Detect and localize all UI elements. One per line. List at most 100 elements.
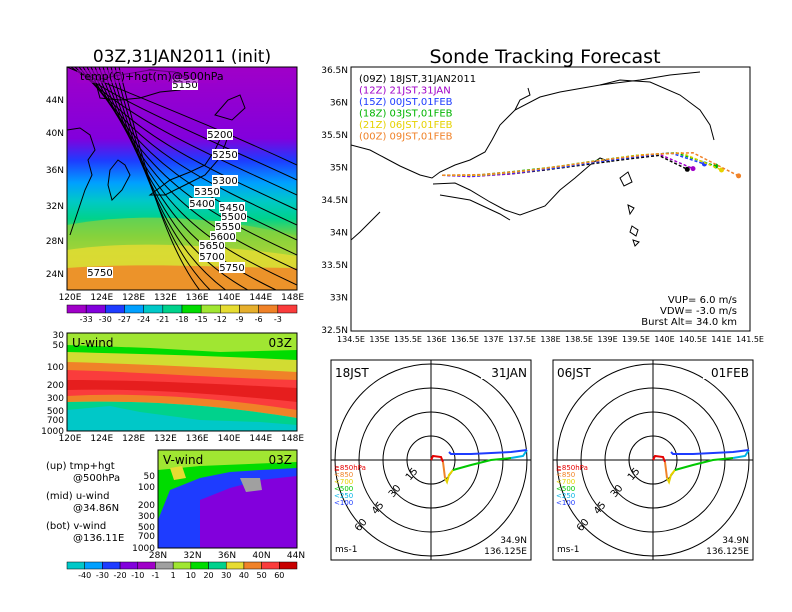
colorbar-label: -21: [156, 315, 169, 324]
colorbar-swatch: [243, 561, 262, 570]
note-line1: (mid) u-wind: [46, 491, 109, 502]
contour-label: 5650: [199, 241, 224, 252]
legend-entry: (12Z) 21JST,31JAN: [359, 86, 451, 97]
contour-label-bg: [212, 175, 238, 186]
height-contour: [94, 67, 297, 271]
hodograph-segment: [652, 454, 666, 463]
colorbar-swatch: [143, 304, 164, 314]
colorbar-label: -30: [99, 315, 112, 324]
colorbar-swatch: [102, 561, 121, 570]
lon-tick-label: 136E: [426, 335, 446, 344]
contour-label: 5250: [212, 150, 237, 161]
lon-tick-label: 120E: [59, 434, 82, 444]
label-bg: [703, 365, 751, 379]
polar-lon: 136.125E: [484, 547, 527, 557]
contour-label: 5750: [87, 268, 112, 279]
track-title: Sonde Tracking Forecast: [429, 46, 660, 68]
pressure-tick-label: 700: [138, 532, 155, 542]
left-title: 03Z,31JAN2011 (init): [93, 47, 271, 67]
colorbar-swatch: [277, 304, 298, 314]
colorbar-swatch: [261, 561, 280, 570]
landing-point: [684, 166, 690, 172]
lat-tick-label: 28N: [149, 551, 167, 561]
colorbar-label: 1: [171, 571, 176, 580]
colorbar-label: -3: [274, 315, 282, 324]
label-bg: [332, 365, 377, 379]
uwind-time: 03Z: [269, 336, 293, 350]
contour-label: 5200: [207, 130, 232, 141]
legend-entry: (18Z) 03JST,01FEB: [359, 109, 453, 120]
param-text: VUP= 6.0 m/s: [668, 295, 737, 306]
colorbar-label: 40: [239, 571, 249, 580]
label-bg: [554, 365, 599, 379]
vwind-time: 03Z: [269, 453, 293, 467]
pressure-tick-label: 1000: [41, 427, 64, 437]
track-line: [442, 152, 739, 177]
colorbar-label: -1: [151, 571, 159, 580]
polar-lat: 34.9N: [722, 536, 749, 546]
colorbar-label: -18: [175, 315, 188, 324]
polar-units: ms-1: [557, 545, 579, 555]
lat-tick-label: 35.5N: [321, 131, 348, 141]
pressure-tick-label: 50: [53, 341, 65, 351]
colorbar-swatch: [258, 304, 279, 314]
pressure-legend: <850: [556, 471, 575, 479]
contour-label: 5400: [189, 199, 214, 210]
colorbar-label: -10: [131, 571, 144, 580]
param-text: VDW= -3.0 m/s: [660, 306, 737, 317]
hodograph-segment: [674, 457, 734, 471]
contour-label: 5550: [215, 222, 240, 233]
hodograph-segment: [664, 461, 668, 479]
lon-tick-label: 137.5E: [508, 335, 536, 344]
landing-point: [690, 166, 696, 172]
pressure-legend: <700: [556, 478, 575, 486]
pressure-legend: <100: [556, 499, 575, 507]
lon-tick-label: 137E: [483, 335, 503, 344]
note-line2: @34.86N: [73, 503, 119, 514]
lon-tick-label: 148E: [281, 434, 304, 444]
temperature-colorbar: -33 -30 -27 -24 -21 -18 -15 -12 -9 -6 -3: [66, 304, 298, 324]
colorbar-swatch: [105, 304, 125, 314]
pressure-tick-label: 30: [53, 331, 65, 341]
lon-tick-label: 135E: [369, 335, 389, 344]
lon-tick-label: 144E: [249, 293, 272, 303]
colorbar-swatch: [181, 304, 202, 314]
colorbar-label: 10: [186, 571, 196, 580]
pressure-tick-label: 500: [138, 523, 155, 533]
contour-label-bg: [189, 198, 215, 209]
lat-tick-label: 36N: [218, 551, 236, 561]
pressure-tick-label: 200: [138, 501, 155, 511]
contour-label-bg: [199, 240, 225, 251]
colorbar-label: 30: [221, 571, 231, 580]
contour-label-bg: [87, 267, 113, 278]
note-line2: @136.11E: [73, 533, 124, 544]
pressure-legend: <850: [334, 471, 353, 479]
colorbar-label: -20: [114, 571, 127, 580]
hodograph-segment: [666, 469, 676, 485]
lon-tick-label: 141E: [711, 335, 731, 344]
polar-date: 01FEB: [711, 366, 749, 380]
lon-tick-label: 132E: [154, 434, 177, 444]
note-line2: @500hPa: [73, 473, 120, 484]
colorbar-label: -6: [255, 315, 263, 324]
note-line1: (bot) v-wind: [46, 521, 106, 532]
lat-tick-label: 36N: [330, 99, 348, 109]
lat-tick-label: 32N: [46, 202, 64, 212]
hodograph-segment: [510, 449, 528, 459]
contour-label-bg: [172, 79, 198, 90]
legend-entry: (21Z) 06JST,01FEB: [359, 120, 453, 131]
lon-tick-label: 140E: [654, 335, 674, 344]
colorbar-swatch: [66, 304, 87, 314]
lat-tick-label: 33N: [330, 294, 348, 304]
pressure-tick-label: 300: [47, 394, 64, 404]
hodograph-segment: [442, 461, 446, 479]
lon-tick-label: 136E: [186, 434, 209, 444]
vwind-label: V-wind: [163, 453, 203, 467]
hodograph-segment: [444, 469, 454, 485]
colorbar-label: -12: [214, 315, 227, 324]
wind-colorbar: -40 -30 -20 -10 -1 1 10 20 30 40 50 60: [66, 561, 298, 580]
lon-tick-label: 128E: [122, 293, 145, 303]
lat-tick-label: 36.5N: [321, 66, 348, 76]
contour-label-bg: [215, 221, 241, 232]
